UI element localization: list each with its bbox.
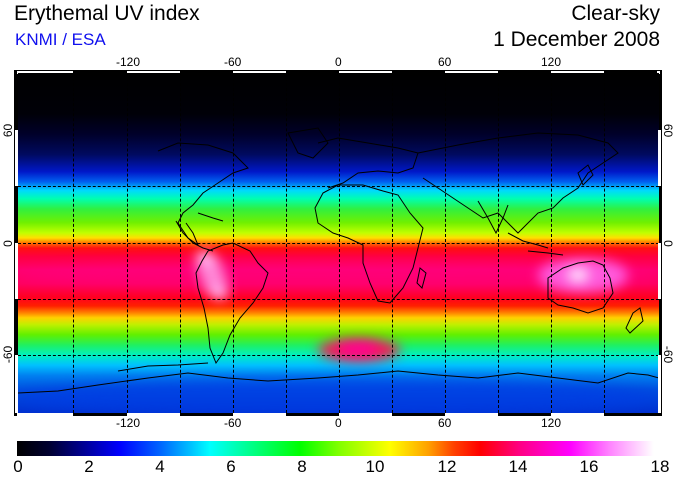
antarctica-cool xyxy=(18,378,659,413)
frame-tick xyxy=(233,413,286,416)
right-lat-label: 60 xyxy=(661,123,676,138)
frame-tick xyxy=(15,243,18,299)
frame-tick xyxy=(658,243,661,299)
colorbar-label: 6 xyxy=(226,457,236,476)
right-lat-label: -60 xyxy=(661,345,676,364)
frame-tick xyxy=(233,71,286,74)
frame-tick xyxy=(17,413,73,416)
grid-lat--60 xyxy=(18,355,659,356)
colorbar-label: 2 xyxy=(84,457,94,476)
colorbar-label: 12 xyxy=(437,457,457,476)
left-lat-label: -60 xyxy=(1,345,16,364)
top-lon-label: -120 xyxy=(116,55,141,69)
mode-label: Clear-sky xyxy=(571,2,660,25)
frame-tick xyxy=(445,71,498,74)
colorbar-label: 10 xyxy=(365,457,385,476)
frame-tick xyxy=(339,413,392,416)
colorbar-label: 0 xyxy=(13,457,23,476)
grid-lat--30 xyxy=(18,299,659,300)
frame-tick xyxy=(445,413,498,416)
colorbar-label: 14 xyxy=(508,457,528,476)
grid-lat-0 xyxy=(18,243,659,244)
grid-lat-30 xyxy=(18,186,659,187)
chart-title: Erythemal UV index xyxy=(14,2,200,25)
frame-tick xyxy=(339,71,392,74)
bottom-lon-label: -60 xyxy=(224,416,242,430)
left-lat-label: 60 xyxy=(1,123,16,138)
colorbar-label: 8 xyxy=(297,457,307,476)
frame-tick xyxy=(658,355,661,413)
uv-index-map xyxy=(18,73,659,413)
south-atlantic-anomaly-core xyxy=(336,343,380,355)
frame-tick xyxy=(15,130,18,186)
bottom-lon-label: 120 xyxy=(541,416,562,430)
coastlines xyxy=(18,127,659,394)
frame-tick xyxy=(127,71,180,74)
top-lon-label: -60 xyxy=(224,55,242,69)
colorbar-label: 16 xyxy=(579,457,599,476)
frame-tick xyxy=(15,355,18,413)
frame-tick xyxy=(658,130,661,186)
left-lat-label: 0 xyxy=(0,240,15,247)
colorbar-label: 4 xyxy=(155,457,165,476)
top-lon-label: 60 xyxy=(438,55,452,69)
bottom-lon-label: 60 xyxy=(438,416,452,430)
date-label: 1 December 2008 xyxy=(493,28,660,51)
right-lat-label: 0 xyxy=(660,240,675,247)
frame-tick xyxy=(127,413,180,416)
bottom-lon-label: 0 xyxy=(335,416,342,430)
frame-tick xyxy=(657,71,660,74)
australia-core xyxy=(567,268,589,282)
top-lon-label: 120 xyxy=(541,55,562,69)
colorbar-label: 18 xyxy=(650,457,670,476)
frame-tick xyxy=(17,71,73,74)
frame-tick xyxy=(551,71,604,74)
top-lon-label: 0 xyxy=(335,55,342,69)
colorbar xyxy=(17,441,660,456)
bottom-lon-label: -120 xyxy=(116,416,141,430)
credit-label: KNMI / ESA xyxy=(15,30,106,49)
frame-tick xyxy=(551,413,604,416)
